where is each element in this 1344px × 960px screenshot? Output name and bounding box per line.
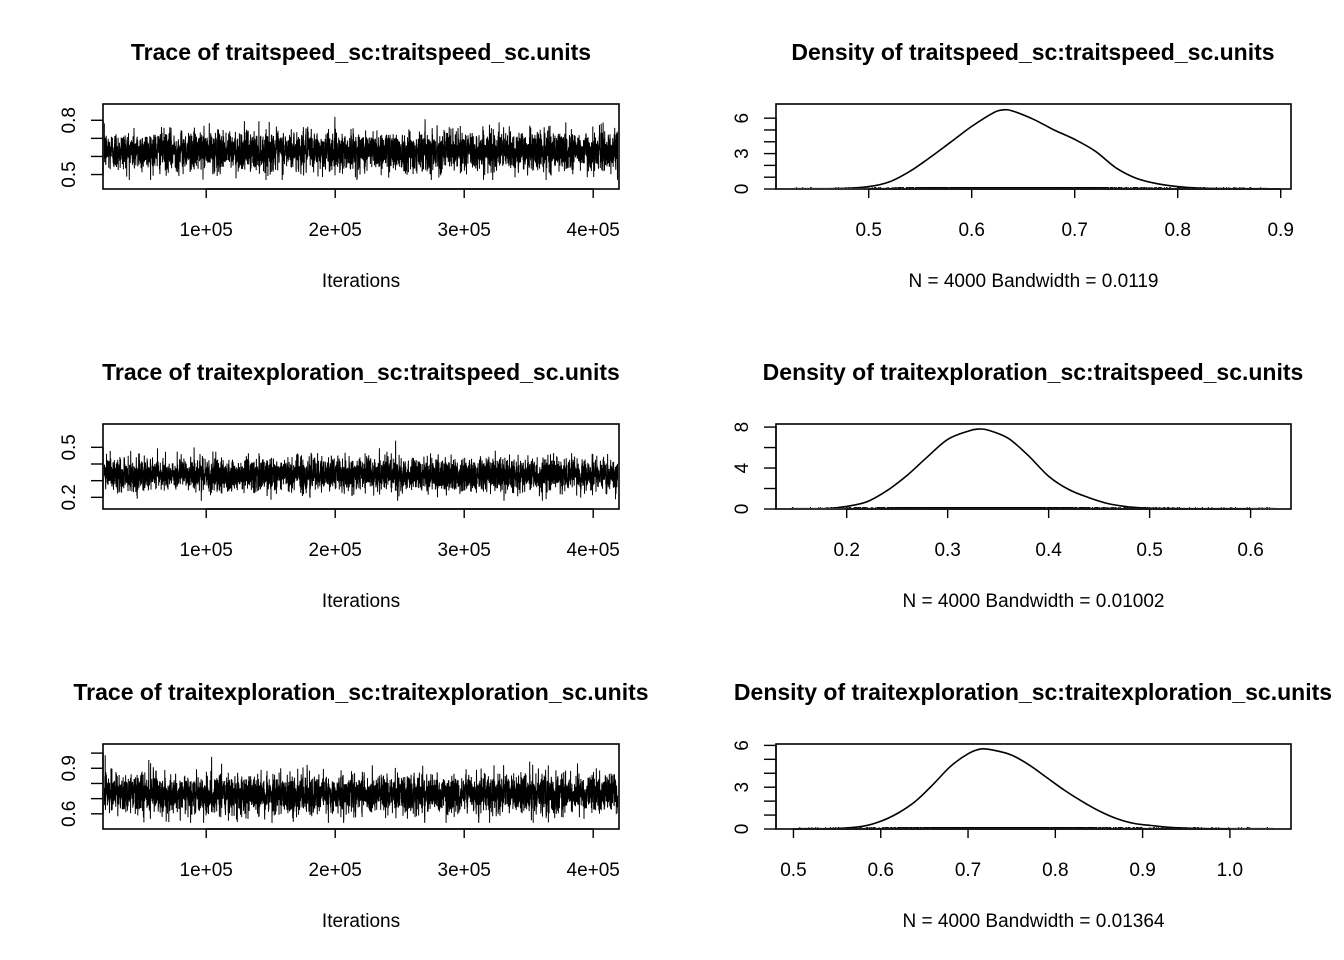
x-tick-label: 2e+05 <box>309 540 362 561</box>
y-tick-label: 0.5 <box>59 434 80 460</box>
x-tick-label: 4e+05 <box>567 860 620 881</box>
x-tick-label: 3e+05 <box>438 540 491 561</box>
trace-line <box>104 116 618 181</box>
density-curve <box>827 108 1230 188</box>
x-axis-label: N = 4000 Bandwidth = 0.0119 <box>908 271 1158 292</box>
x-axis-label: N = 4000 Bandwidth = 0.01364 <box>903 911 1165 932</box>
y-tick-label: 0 <box>732 184 753 195</box>
x-tick-label: 2e+05 <box>309 220 362 241</box>
y-axis: 0 4 8 <box>732 422 777 515</box>
y-axis: 0 3 6 <box>732 740 777 835</box>
x-tick-label: 0.3 <box>934 540 960 561</box>
panel-title: Trace of traitexploration_sc:traitspeed_… <box>102 359 620 385</box>
x-tick-label: 0.5 <box>855 220 881 241</box>
rug-marks <box>791 507 1276 508</box>
y-axis: 0.5 0.8 <box>59 107 104 188</box>
x-axis: 1e+05 2e+05 3e+05 4e+05 <box>180 828 620 881</box>
panel-density-3: Density of traitexploration_sc:traitexpl… <box>732 679 1332 932</box>
x-tick-label: 0.9 <box>1129 860 1155 881</box>
x-tick-label: 0.6 <box>868 860 894 881</box>
density-curve <box>820 747 1219 828</box>
x-tick-label: 0.4 <box>1035 540 1062 561</box>
x-tick-label: 1e+05 <box>180 220 233 241</box>
y-axis: 0.2 0.5 <box>59 434 104 511</box>
y-tick-label: 0.5 <box>59 161 80 187</box>
x-tick-label: 1e+05 <box>180 540 233 561</box>
y-tick-label: 4 <box>732 462 753 473</box>
y-tick-label: 0.8 <box>59 107 80 133</box>
x-tick-label: 0.6 <box>1237 540 1263 561</box>
y-tick-label: 8 <box>732 422 753 433</box>
x-tick-label: 3e+05 <box>438 860 491 881</box>
y-axis: 0 3 6 <box>732 113 777 195</box>
panel-title: Trace of traitspeed_sc:traitspeed_sc.uni… <box>131 39 591 65</box>
plot-frame <box>775 103 1292 190</box>
y-tick-label: 6 <box>732 113 753 124</box>
x-axis: 0.2 0.3 0.4 0.5 0.6 <box>833 508 1264 561</box>
panel-density-2: Density of traitexploration_sc:traitspee… <box>732 359 1303 612</box>
panel-title: Density of traitspeed_sc:traitspeed_sc.u… <box>791 39 1274 65</box>
y-tick-label: 3 <box>732 148 753 159</box>
x-tick-label: 0.5 <box>1136 540 1162 561</box>
plot-frame <box>775 743 1292 830</box>
x-tick-label: 4e+05 <box>567 220 620 241</box>
plot-frame <box>775 423 1292 510</box>
x-tick-label: 2e+05 <box>309 860 362 881</box>
x-axis: 0.5 0.6 0.7 0.8 0.9 1.0 <box>780 828 1243 881</box>
x-tick-label: 0.8 <box>1042 860 1068 881</box>
x-tick-label: 0.7 <box>1061 220 1087 241</box>
x-tick-label: 0.8 <box>1164 220 1190 241</box>
panel-title: Density of traitexploration_sc:traitspee… <box>763 359 1304 385</box>
x-tick-label: 0.5 <box>780 860 806 881</box>
panel-title: Trace of traitexploration_sc:traitexplor… <box>73 679 648 705</box>
x-tick-label: 0.9 <box>1267 220 1293 241</box>
x-tick-label: 4e+05 <box>567 540 620 561</box>
y-tick-label: 3 <box>732 782 753 793</box>
y-tick-label: 0.9 <box>59 755 80 781</box>
panel-trace-1: Trace of traitspeed_sc:traitspeed_sc.uni… <box>59 39 620 292</box>
x-axis: 1e+05 2e+05 3e+05 4e+05 <box>180 188 620 241</box>
trace-line <box>104 755 618 823</box>
x-axis-label: Iterations <box>322 591 400 612</box>
panel-density-1: Density of traitspeed_sc:traitspeed_sc.u… <box>732 39 1294 292</box>
x-tick-label: 3e+05 <box>438 220 491 241</box>
x-tick-label: 1e+05 <box>180 860 233 881</box>
panel-trace-2: Trace of traitexploration_sc:traitspeed_… <box>59 359 620 612</box>
panel-title: Density of traitexploration_sc:traitexpl… <box>734 679 1332 705</box>
y-tick-label: 0.2 <box>59 484 80 510</box>
x-tick-label: 0.6 <box>958 220 984 241</box>
x-axis-label: N = 4000 Bandwidth = 0.01002 <box>903 591 1165 612</box>
x-axis: 1e+05 2e+05 3e+05 4e+05 <box>180 508 620 561</box>
y-tick-label: 0 <box>732 824 753 835</box>
density-curve <box>813 428 1187 508</box>
y-tick-label: 0.6 <box>59 801 80 827</box>
x-axis-label: Iterations <box>322 271 400 292</box>
x-axis: 0.5 0.6 0.7 0.8 0.9 <box>855 188 1294 241</box>
panel-trace-3: Trace of traitexploration_sc:traitexplor… <box>59 679 649 932</box>
x-axis-label: Iterations <box>322 911 400 932</box>
y-axis: 0.6 0.9 <box>59 752 104 827</box>
y-tick-label: 6 <box>732 740 753 751</box>
trace-line <box>104 440 618 501</box>
x-tick-label: 0.7 <box>955 860 981 881</box>
x-tick-label: 0.2 <box>833 540 859 561</box>
y-tick-label: 0 <box>732 504 753 515</box>
x-tick-label: 1.0 <box>1217 860 1243 881</box>
